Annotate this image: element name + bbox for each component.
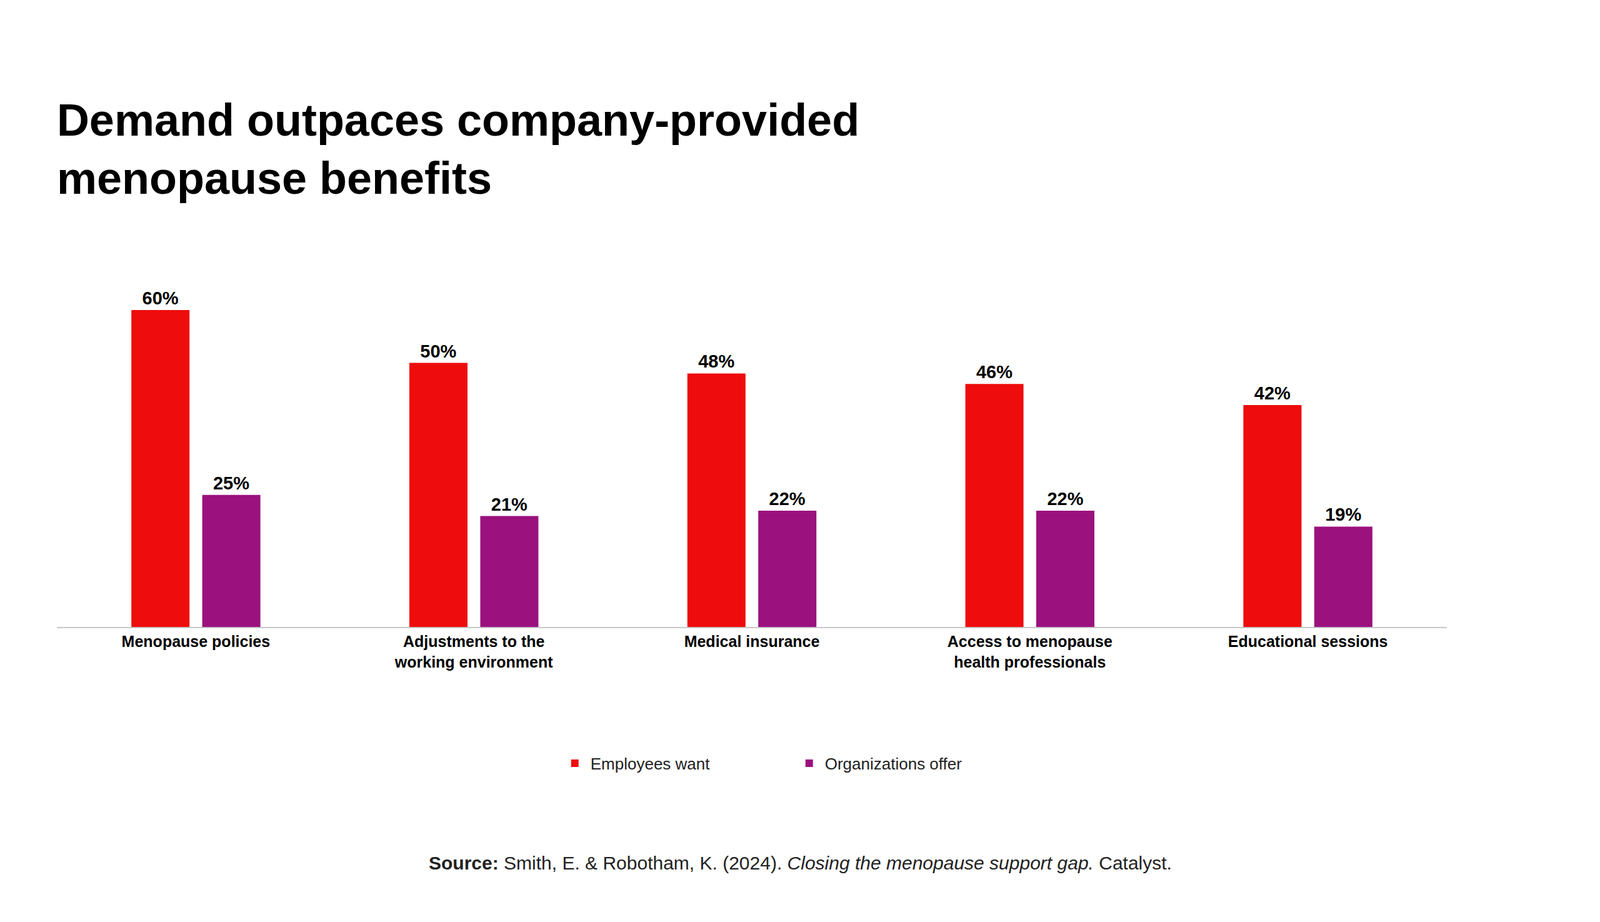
svg-text:Medical insurance: Medical insurance (684, 632, 820, 650)
svg-text:Source: Smith, E. & Robotham,: Source: Smith, E. & Robotham, K. (2024).… (428, 852, 1172, 874)
svg-text:46%: 46% (976, 361, 1013, 382)
svg-text:Access to menopausehealth prof: Access to menopausehealth professionals (947, 632, 1113, 671)
svg-text:Organizations offer: Organizations offer (825, 754, 963, 774)
svg-text:25%: 25% (213, 473, 250, 494)
svg-text:22%: 22% (769, 488, 806, 509)
svg-text:19%: 19% (1325, 504, 1362, 525)
svg-text:Employees want: Employees want (590, 754, 711, 774)
svg-text:50%: 50% (420, 341, 457, 362)
svg-text:48%: 48% (698, 351, 735, 372)
svg-text:42%: 42% (1254, 383, 1291, 404)
svg-text:Educational sessions: Educational sessions (1228, 632, 1389, 650)
svg-text:21%: 21% (491, 494, 528, 515)
svg-text:22%: 22% (1046, 488, 1084, 509)
svg-text:Menopause policies: Menopause policies (121, 632, 271, 650)
svg-text:60%: 60% (142, 288, 179, 309)
svg-text:Demand outpaces company-provid: Demand outpaces company-providedmenopaus… (56, 95, 860, 204)
svg-text:Adjustments to theworking envi: Adjustments to theworking environment (394, 632, 554, 671)
